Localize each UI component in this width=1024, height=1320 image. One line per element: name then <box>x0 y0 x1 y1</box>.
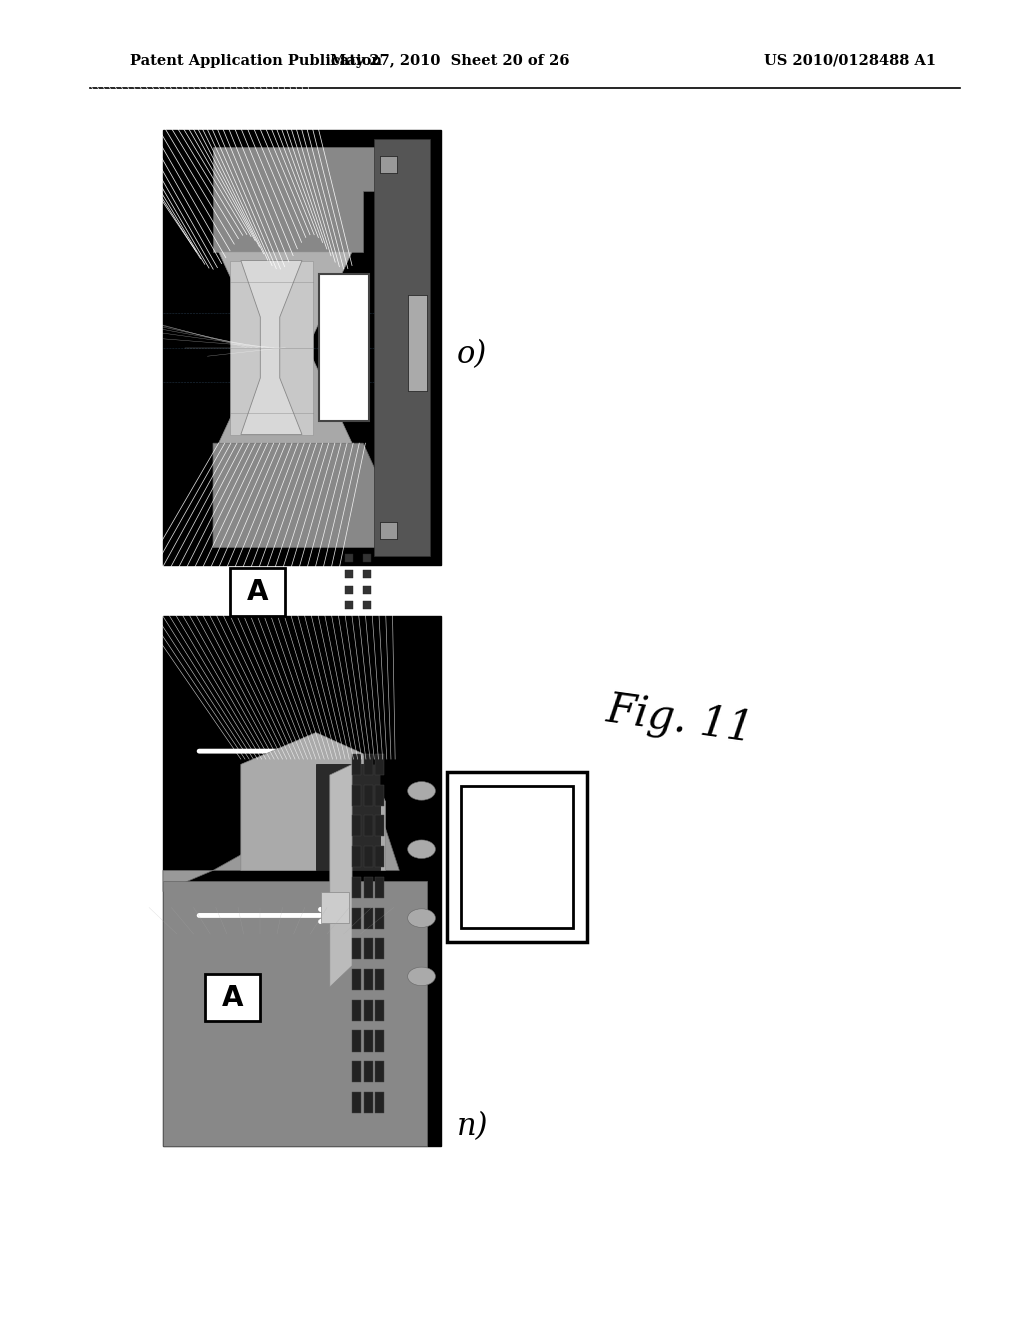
Ellipse shape <box>408 781 435 800</box>
Bar <box>163 616 441 1146</box>
Bar <box>364 939 373 960</box>
Bar <box>364 754 373 775</box>
Polygon shape <box>213 444 391 548</box>
Bar <box>318 273 369 421</box>
Bar <box>229 569 286 616</box>
Text: Fig. 11: Fig. 11 <box>603 689 757 751</box>
Text: A: A <box>222 983 244 1011</box>
Polygon shape <box>315 764 380 870</box>
Bar <box>364 570 372 578</box>
Bar <box>352 754 360 775</box>
Bar <box>345 570 353 578</box>
Bar <box>345 602 353 610</box>
Bar <box>364 1031 373 1052</box>
Bar <box>376 876 384 898</box>
Bar <box>345 586 353 594</box>
Polygon shape <box>163 880 427 1146</box>
Ellipse shape <box>408 968 435 986</box>
Bar <box>364 602 372 610</box>
Text: May 27, 2010  Sheet 20 of 26: May 27, 2010 Sheet 20 of 26 <box>331 54 569 69</box>
Polygon shape <box>241 733 385 870</box>
Bar <box>364 969 373 990</box>
Bar <box>364 586 372 594</box>
Bar <box>364 876 373 898</box>
Bar <box>322 891 349 924</box>
Polygon shape <box>163 801 399 891</box>
Bar <box>364 553 372 562</box>
Polygon shape <box>213 148 391 252</box>
Bar <box>380 156 396 173</box>
Bar <box>364 784 373 805</box>
Polygon shape <box>218 252 352 347</box>
Text: o): o) <box>457 339 487 371</box>
Bar <box>352 908 360 929</box>
Bar <box>364 908 373 929</box>
Bar <box>375 139 430 556</box>
Bar <box>380 521 396 539</box>
Bar <box>352 784 360 805</box>
Text: Patent Application Publication: Patent Application Publication <box>130 54 382 69</box>
Bar <box>352 1092 360 1113</box>
Bar <box>352 816 360 837</box>
Bar <box>364 1061 373 1082</box>
Bar <box>229 260 313 434</box>
Text: US 2010/0128488 A1: US 2010/0128488 A1 <box>764 54 936 69</box>
Bar <box>376 784 384 805</box>
Bar <box>345 553 353 562</box>
Bar <box>376 999 384 1020</box>
Bar <box>352 1061 360 1082</box>
Bar <box>408 296 427 391</box>
Polygon shape <box>241 260 302 434</box>
Bar <box>376 908 384 929</box>
Bar <box>376 1031 384 1052</box>
Bar <box>352 999 360 1020</box>
Bar <box>376 754 384 775</box>
Text: A: A <box>247 578 268 606</box>
Ellipse shape <box>408 909 435 928</box>
Bar <box>447 772 587 942</box>
Bar <box>376 1092 384 1113</box>
Bar <box>352 939 360 960</box>
Bar <box>364 846 373 867</box>
Bar <box>352 969 360 990</box>
Bar <box>376 1061 384 1082</box>
Bar <box>352 846 360 867</box>
Bar <box>376 816 384 837</box>
Text: n): n) <box>457 1111 488 1143</box>
Bar <box>364 999 373 1020</box>
Bar <box>352 876 360 898</box>
Polygon shape <box>218 347 352 444</box>
Bar <box>352 1031 360 1052</box>
Bar <box>461 785 573 928</box>
Bar <box>163 129 441 565</box>
Bar <box>205 974 260 1022</box>
Ellipse shape <box>408 840 435 858</box>
Bar <box>376 846 384 867</box>
Bar <box>364 1092 373 1113</box>
Bar <box>376 939 384 960</box>
Bar <box>364 816 373 837</box>
Polygon shape <box>330 764 352 987</box>
Bar <box>376 969 384 990</box>
